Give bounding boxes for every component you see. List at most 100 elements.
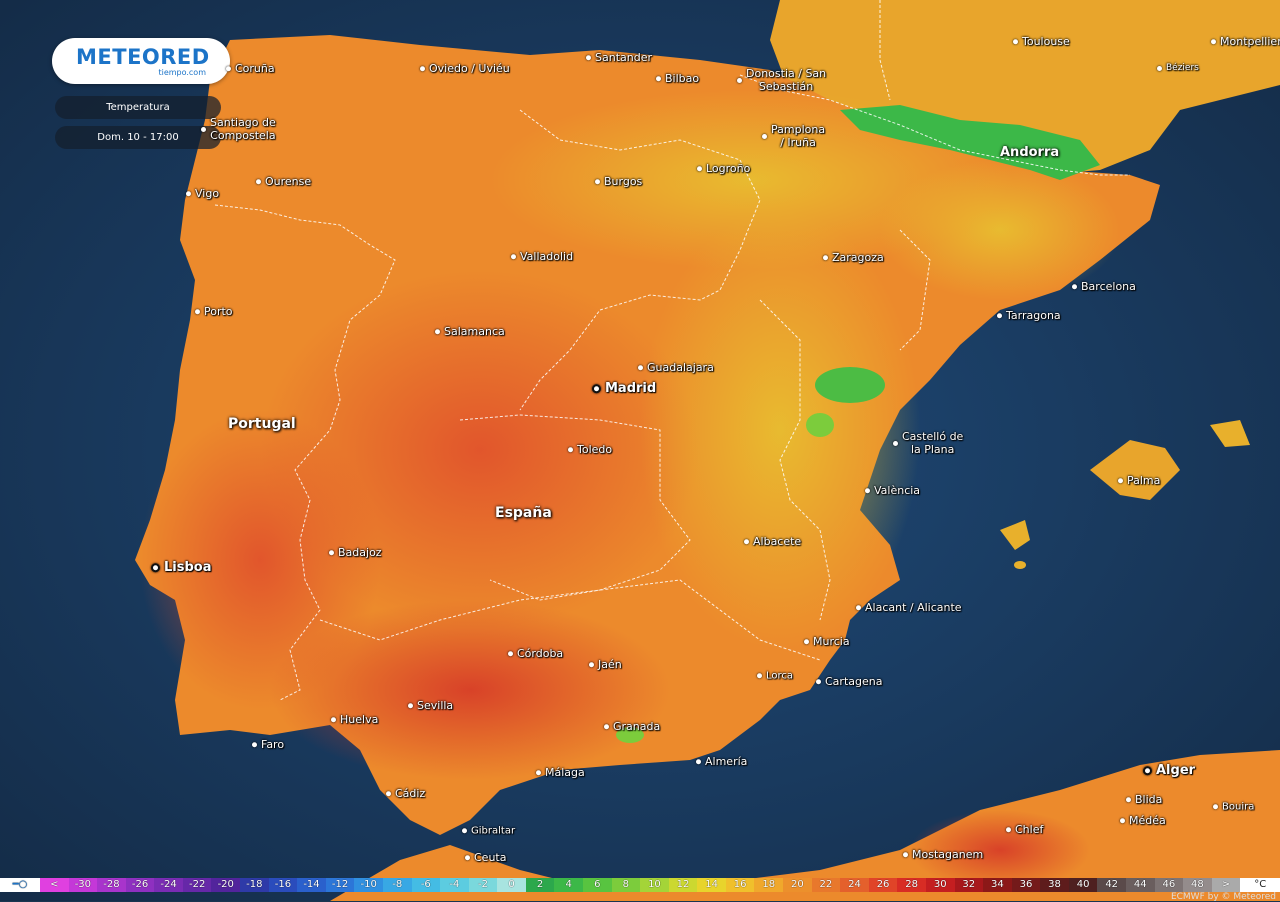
city-santiago[interactable]: Santiago de Compostela [201, 116, 276, 142]
city-dot [903, 851, 908, 857]
city-dot [586, 54, 591, 60]
legend-step: 22 [811, 878, 841, 892]
legend-step: 20 [783, 878, 812, 892]
france-land [770, 0, 1280, 175]
legend-step: -22 [182, 878, 212, 892]
city-beziers[interactable]: Béziers [1157, 62, 1199, 76]
city-coruna[interactable]: Coruña [226, 61, 275, 75]
meteored-logo[interactable]: METEORED tiempo.com [52, 38, 230, 84]
city-logrono[interactable]: Logroño [697, 161, 750, 175]
legend-step: -20 [211, 878, 241, 892]
logo-subtitle: tiempo.com [158, 68, 206, 77]
legend-step: -26 [125, 878, 155, 892]
city-sevilla[interactable]: Sevilla [408, 698, 453, 712]
legend-step: 16 [725, 878, 755, 892]
iberian-range-cool-2 [806, 413, 834, 437]
city-dot [226, 65, 231, 71]
city-murcia[interactable]: Murcia [804, 634, 850, 648]
city-granada[interactable]: Granada [604, 719, 660, 733]
city-castello[interactable]: Castelló de la Plana [893, 430, 963, 456]
city-mostaganem[interactable]: Mostaganem [903, 847, 983, 861]
city-malaga[interactable]: Málaga [536, 765, 585, 779]
city-lisboa[interactable]: Lisboa [151, 560, 212, 574]
city-badajoz[interactable]: Badajoz [329, 545, 382, 559]
legend-step: -14 [297, 878, 326, 892]
city-madrid[interactable]: Madrid [592, 381, 656, 395]
city-gibraltar[interactable]: Gibraltar [462, 824, 515, 838]
city-medea[interactable]: Médéa [1120, 813, 1166, 827]
city-dot [462, 828, 467, 834]
mild-zone-east [640, 210, 920, 650]
city-salamanca[interactable]: Salamanca [435, 324, 505, 338]
city-bouira[interactable]: Bouira [1213, 800, 1254, 814]
city-pamplona[interactable]: Pamplona / Iruña [762, 123, 825, 149]
city-albacete[interactable]: Albacete [744, 534, 801, 548]
city-dot [823, 254, 828, 260]
city-dot [638, 364, 643, 370]
city-dot [604, 723, 609, 729]
variable-label[interactable]: Temperatura [55, 96, 221, 119]
city-cordoba[interactable]: Córdoba [508, 646, 563, 660]
city-palma[interactable]: Palma [1118, 473, 1160, 487]
city-dot [508, 650, 513, 656]
city-ceuta[interactable]: Ceuta [465, 850, 506, 864]
city-dot [256, 178, 261, 184]
legend-step: 36 [1011, 878, 1041, 892]
capital-dot [592, 383, 601, 393]
city-dot [893, 440, 898, 446]
legend-step: 42 [1097, 878, 1126, 892]
city-zaragoza[interactable]: Zaragoza [823, 250, 884, 264]
legend-step: 6 [582, 878, 612, 892]
city-huelva[interactable]: Huelva [331, 712, 378, 726]
city-ourense[interactable]: Ourense [256, 174, 311, 188]
datetime-label[interactable]: Dom. 10 - 17:00 [55, 126, 221, 149]
city-dot [435, 328, 440, 334]
legend-step: 46 [1154, 878, 1184, 892]
city-alicante[interactable]: Alacant / Alicante [856, 600, 962, 614]
legend-step: 48 [1183, 878, 1212, 892]
border-region-4 [759, 299, 831, 621]
city-montpellier[interactable]: Montpellier [1211, 34, 1280, 48]
city-dot [1072, 283, 1077, 289]
city-vigo[interactable]: Vigo [186, 186, 219, 200]
city-almeria[interactable]: Almería [696, 754, 747, 768]
city-andorra[interactable]: Andorra [1000, 145, 1060, 160]
formentera-land [1014, 561, 1026, 569]
city-faro[interactable]: Faro [252, 737, 284, 751]
city-dot [1213, 804, 1218, 810]
city-tarragona[interactable]: Tarragona [997, 308, 1061, 322]
city-blida[interactable]: Blida [1126, 792, 1162, 806]
city-santander[interactable]: Santander [586, 50, 652, 64]
legend-step: < [40, 878, 69, 892]
city-alger[interactable]: Alger [1143, 763, 1195, 777]
legend-step: 14 [697, 878, 726, 892]
city-cartagena[interactable]: Cartagena [816, 674, 882, 688]
city-guadalajara[interactable]: Guadalajara [638, 360, 714, 374]
menorca-land [1210, 420, 1250, 447]
city-dot [816, 678, 821, 684]
city-toledo[interactable]: Toledo [568, 442, 612, 456]
city-jaen[interactable]: Jaén [589, 657, 622, 671]
border-region-2 [459, 414, 691, 601]
city-bilbao[interactable]: Bilbao [656, 71, 699, 85]
city-oviedo[interactable]: Oviedo / Uviéu [420, 61, 510, 75]
city-porto[interactable]: Porto [195, 304, 233, 318]
city-barcelona[interactable]: Barcelona [1072, 279, 1136, 293]
city-cadiz[interactable]: Cádiz [386, 786, 425, 800]
mallorca-land [1090, 440, 1180, 500]
city-dot [186, 190, 191, 196]
city-valladolid[interactable]: Valladolid [511, 249, 573, 263]
city-burgos[interactable]: Burgos [595, 174, 642, 188]
sierra-nevada-cool [616, 727, 644, 743]
city-donostia[interactable]: Donostia / San Sebastián [737, 67, 826, 93]
city-toulouse[interactable]: Toulouse [1013, 34, 1070, 48]
city-valencia[interactable]: València [865, 483, 920, 497]
thermometer-icon: ━○ [0, 878, 40, 892]
city-dot [737, 77, 742, 83]
city-lorca[interactable]: Lorca [757, 669, 793, 683]
city-dot [865, 487, 870, 493]
city-dot [697, 165, 702, 171]
city-chlef[interactable]: Chlef [1006, 822, 1043, 836]
legend-step: 4 [554, 878, 583, 892]
